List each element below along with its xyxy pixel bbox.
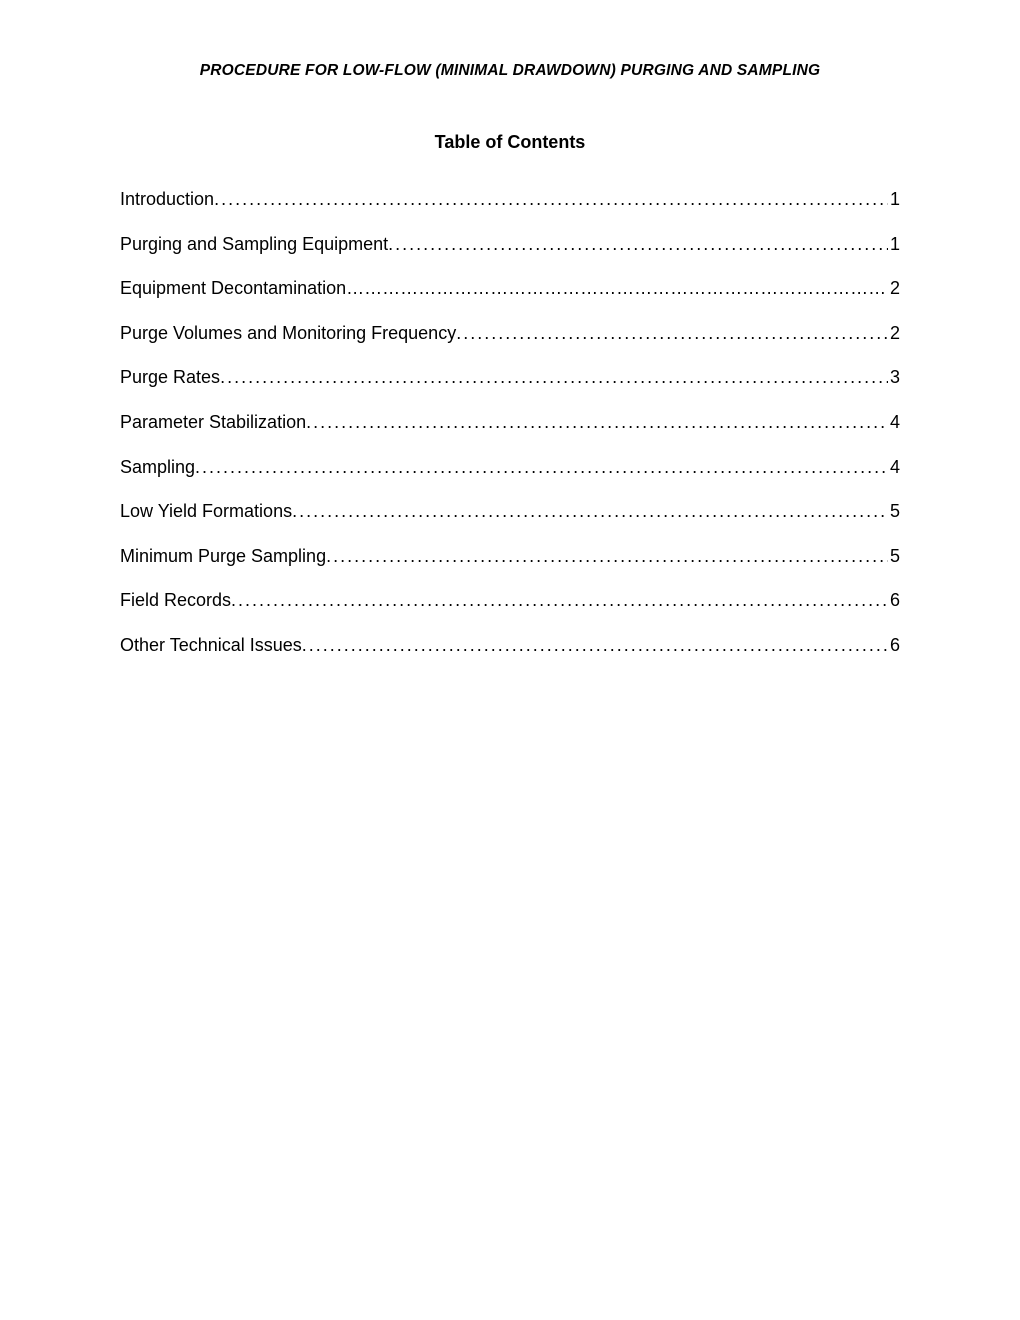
toc-entry-label: Purge Rates [120, 367, 220, 389]
toc-entry-page: 4 [888, 412, 900, 434]
toc-leader [306, 412, 888, 434]
toc-entry-page: 2 [888, 323, 900, 345]
toc-leader [292, 501, 888, 523]
toc-entry: Field Records 6 [120, 590, 900, 612]
toc-leader [346, 278, 884, 300]
toc-entry-page: 2 [884, 278, 900, 300]
toc-entry: Minimum Purge Sampling 5 [120, 546, 900, 568]
toc-entry-label: Other Technical Issues [120, 635, 302, 657]
toc-entry: Other Technical Issues 6 [120, 635, 900, 657]
toc-entry: Purging and Sampling Equipment 1 [120, 234, 900, 256]
toc-entry-label: Sampling [120, 457, 195, 479]
toc-leader [302, 635, 888, 657]
toc-entry-label: Minimum Purge Sampling [120, 546, 326, 568]
toc-entry-page: 1 [888, 189, 900, 211]
toc-leader [456, 323, 888, 345]
toc-leader [326, 546, 888, 568]
toc-leader [214, 189, 888, 211]
toc-entry-page: 6 [888, 590, 900, 612]
toc-entry-label: Introduction [120, 189, 214, 211]
toc-entry: Sampling 4 [120, 457, 900, 479]
toc-entry-page: 3 [888, 367, 900, 389]
toc-entry-page: 1 [888, 234, 900, 256]
toc-entry-label: Purging and Sampling Equipment [120, 234, 388, 256]
toc-leader [220, 367, 888, 389]
toc-leader [195, 457, 888, 479]
toc-entry-label: Low Yield Formations [120, 501, 292, 523]
toc-leader [388, 234, 888, 256]
toc-entry: Purge Rates 3 [120, 367, 900, 389]
toc-entry-page: 5 [888, 501, 900, 523]
toc-leader [231, 590, 888, 612]
toc-entry: Introduction 1 [120, 189, 900, 211]
toc-entry: Low Yield Formations 5 [120, 501, 900, 523]
toc-entry: Parameter Stabilization 4 [120, 412, 900, 434]
toc-entry-label: Purge Volumes and Monitoring Frequency [120, 323, 456, 345]
toc-entry-page: 6 [888, 635, 900, 657]
toc-entry-label: Parameter Stabilization [120, 412, 306, 434]
toc-entry-label: Field Records [120, 590, 231, 612]
toc-entry: Purge Volumes and Monitoring Frequency 2 [120, 323, 900, 345]
toc-entry-page: 4 [888, 457, 900, 479]
toc-entry: Equipment Decontamination 2 [120, 278, 900, 300]
page-header: PROCEDURE FOR LOW-FLOW (MINIMAL DRAWDOWN… [120, 62, 900, 80]
toc-entry-label: Equipment Decontamination [120, 278, 346, 300]
toc-title: Table of Contents [120, 132, 900, 153]
toc-entry-page: 5 [888, 546, 900, 568]
toc-list: Introduction 1 Purging and Sampling Equi… [120, 189, 900, 657]
